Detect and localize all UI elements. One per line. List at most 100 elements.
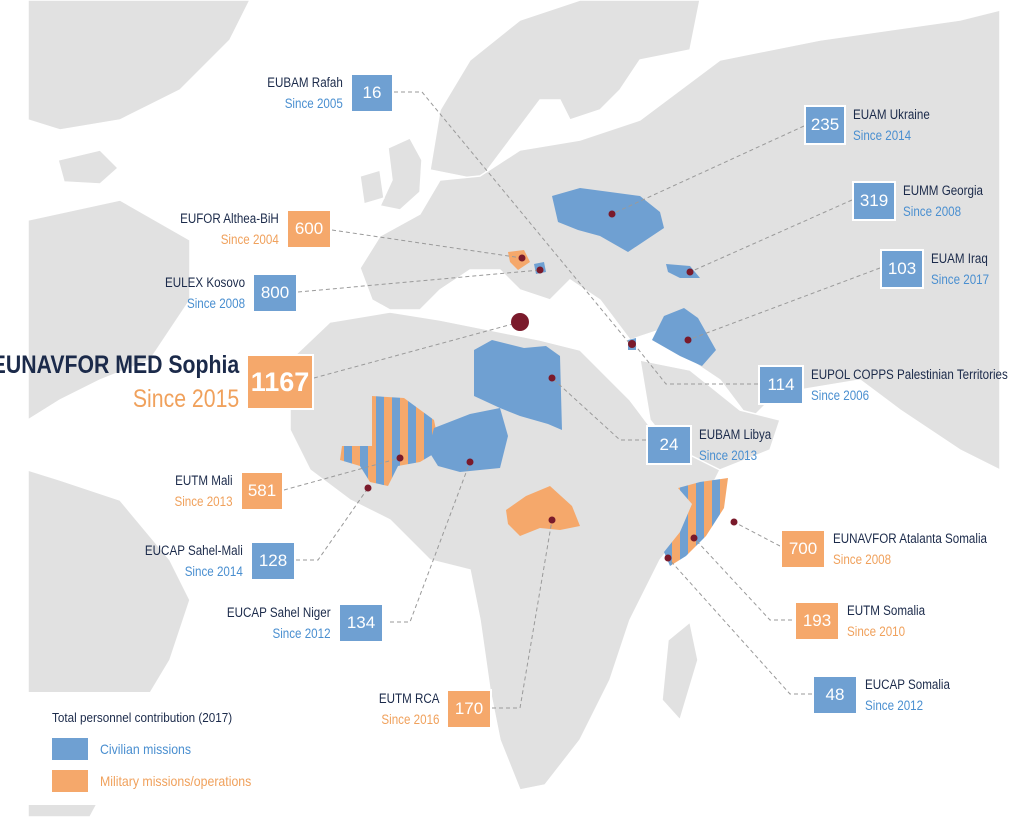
area-car	[506, 486, 580, 536]
mission-since: Since 2005	[284, 96, 343, 111]
personnel-count-box: 1167	[246, 354, 314, 410]
dot-kosovo	[536, 266, 544, 274]
mission-areas	[340, 188, 728, 566]
mission-name: EUCAP Somalia	[865, 677, 950, 692]
label-euam-ukraine: 235 EUAM Ukraine Since 2014	[804, 104, 942, 146]
personnel-count-box: 700	[780, 529, 826, 569]
legend-swatch-military	[52, 770, 88, 792]
mission-since: Since 2014	[184, 564, 243, 579]
line-libya	[551, 377, 646, 441]
dot-libya	[548, 374, 556, 382]
mission-name: EUNAVFOR MED Sophia	[0, 351, 239, 379]
personnel-count-box: 170	[446, 689, 492, 729]
legend-label-military: Military missions/operations	[100, 773, 252, 789]
personnel-count-box: 319	[852, 181, 896, 221]
mission-name: EUMM Georgia	[903, 183, 984, 198]
mission-since: Since 2016	[380, 712, 439, 727]
mission-since: Since 2008	[903, 204, 962, 219]
label-eucap-sahel-niger: EUCAP Sahel Niger Since 2012 134	[210, 602, 384, 644]
line-copps	[633, 343, 758, 385]
legend-item-military: Military missions/operations	[52, 770, 272, 792]
line-iraq	[687, 267, 881, 341]
personnel-count-box: 103	[880, 249, 924, 289]
area-iraq	[652, 308, 716, 366]
dot-mali-hq	[396, 454, 404, 462]
landmass-iceland	[57, 149, 120, 185]
mission-since: Since 2015	[132, 385, 239, 413]
mission-since: Since 2013	[699, 448, 758, 463]
label-eupol-copps: 114 EUPOL COPPS Palestinian Territories S…	[758, 364, 1024, 406]
mission-name: EUAM Iraq	[931, 251, 988, 266]
mission-name: EUTM Somalia	[847, 603, 926, 618]
line-eucap-somalia	[667, 557, 812, 695]
mission-name: EUTM RCA	[378, 691, 439, 706]
mission-name: EUBAM Rafah	[267, 75, 343, 90]
dot-bosnia	[518, 254, 526, 262]
dot-car	[548, 516, 556, 524]
label-eubam-rafah: EUBAM Rafah Since 2005 16	[255, 72, 394, 114]
leader-lines	[283, 91, 881, 709]
label-eulex-kosovo: EULEX Kosovo Since 2008 800	[152, 272, 298, 314]
dot-somalia-south	[664, 554, 672, 562]
line-georgia	[689, 199, 853, 273]
landmass-uk	[378, 137, 423, 211]
label-eunavfor-sophia: EUNAVFOR MED Sophia Since 2015 1167	[0, 348, 314, 416]
personnel-count-box: 581	[240, 471, 284, 511]
landmass-ireland	[359, 169, 385, 205]
mission-since: Since 2008	[186, 296, 245, 311]
mission-since: Since 2012	[865, 698, 924, 713]
personnel-count-box: 800	[252, 273, 298, 313]
label-eumm-georgia: 319 EUMM Georgia Since 2008	[852, 180, 996, 222]
legend-swatch-civilian	[52, 738, 88, 760]
personnel-count-box: 193	[794, 601, 840, 641]
line-sahel-niger	[390, 461, 471, 623]
dot-niger	[466, 458, 474, 466]
line-sophia	[313, 321, 521, 379]
dot-atalanta	[730, 518, 738, 526]
legend-title: Total personnel contribution (2017)	[52, 710, 233, 725]
label-euam-iraq: 103 EUAM Iraq Since 2017	[880, 248, 999, 290]
personnel-count-box: 128	[250, 541, 296, 581]
mission-since: Since 2013	[174, 494, 233, 509]
line-rca	[492, 519, 553, 709]
personnel-count-box: 16	[350, 73, 394, 113]
dot-iraq	[684, 336, 692, 344]
mission-name: EUPOL COPPS Palestinian Territories	[811, 367, 1008, 382]
personnel-count-box: 114	[758, 365, 804, 405]
area-bosnia	[508, 250, 530, 270]
label-eucap-somalia: 48 EUCAP Somalia Since 2012	[812, 674, 964, 716]
legend-item-civilian: Civilian missions	[52, 738, 203, 760]
mission-name: EUCAP Sahel-Mali	[145, 543, 243, 558]
personnel-count-box: 48	[812, 675, 858, 715]
mission-name: EUTM Mali	[175, 473, 233, 488]
mission-name: EULEX Kosovo	[164, 275, 245, 290]
mission-since: Since 2004	[220, 232, 279, 247]
label-eutm-mali: EUTM Mali Since 2013 581	[165, 470, 284, 512]
label-eutm-rca: EUTM RCA Since 2016 170	[369, 688, 492, 730]
mission-since: Since 2012	[272, 626, 331, 641]
mission-hq-dots	[364, 210, 738, 562]
mission-name: EUNAVFOR Atalanta Somalia	[833, 531, 988, 546]
dot-palestine	[628, 340, 636, 348]
label-eucap-sahel-mali: EUCAP Sahel-Mali Since 2014 128	[129, 540, 296, 582]
label-eunavfor-atalanta: 700 EUNAVFOR Atalanta Somalia Since 2008	[780, 528, 1012, 570]
line-rafah	[394, 91, 631, 345]
landmass-madagascar	[661, 620, 699, 722]
personnel-count-box: 235	[804, 105, 846, 145]
line-eutm-mali	[283, 457, 401, 491]
mission-since: Since 2006	[811, 388, 870, 403]
dot-ukraine	[608, 210, 616, 218]
personnel-count-box: 600	[286, 209, 332, 249]
mission-name: EUAM Ukraine	[853, 107, 930, 122]
personnel-count-box: 24	[646, 425, 692, 465]
legend: Total personnel contribution (2017) Civi…	[28, 692, 300, 805]
legend-label-civilian: Civilian missions	[100, 741, 192, 757]
line-kosovo	[297, 269, 541, 293]
landmass-greenland	[27, 0, 251, 131]
label-eutm-somalia: 193 EUTM Somalia Since 2010	[794, 600, 938, 642]
area-libya	[474, 340, 562, 430]
label-eufor-althea: EUFOR Althea-BiH Since 2004 600	[164, 208, 332, 250]
line-eutm-somalia	[693, 537, 792, 621]
line-atalanta	[733, 521, 781, 547]
area-somalia	[664, 478, 728, 566]
